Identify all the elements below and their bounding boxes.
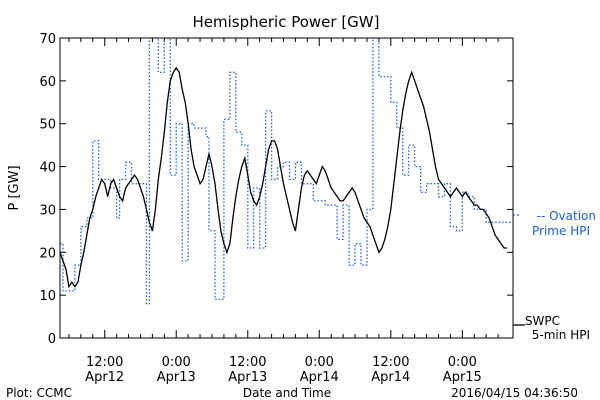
x-tick-date-label: Apr15 xyxy=(443,370,482,385)
swpc-hpi-line xyxy=(60,66,507,289)
ovation-legend-label-2: Prime HPI xyxy=(532,224,590,238)
x-tick-time-label: 0:00 xyxy=(305,355,334,370)
x-tick-date-label: Apr13 xyxy=(228,370,267,385)
y-axis-ticks: 0 10 20 30 40 50 60 70 xyxy=(39,32,513,347)
plot-timestamp: 2016/04/15 04:36:50 xyxy=(451,386,578,400)
x-tick-date-label: Apr13 xyxy=(157,370,196,385)
y-axis-label: P [GW] xyxy=(7,165,22,210)
x-tick-time-label: 12:00 xyxy=(86,355,123,370)
y-tick-label: 20 xyxy=(39,246,56,261)
x-tick-date-label: Apr14 xyxy=(300,370,339,385)
y-tick-label: 70 xyxy=(39,32,56,47)
x-tick-time-label: 12:00 xyxy=(229,355,266,370)
y-tick-label: 10 xyxy=(39,289,56,304)
plot-frame xyxy=(59,37,514,339)
x-tick-time-label: 12:00 xyxy=(372,355,409,370)
y-tick-label: 50 xyxy=(39,118,56,133)
swpc-legend-label: SWPC xyxy=(525,314,560,328)
x-axis-label: Date and Time xyxy=(243,386,331,400)
chart-title: Hemispheric Power [GW] xyxy=(193,13,380,31)
y-tick-label: 0 xyxy=(48,332,56,347)
ovation-prime-hpi-line xyxy=(60,38,513,305)
x-tick-time-label: 0:00 xyxy=(162,355,191,370)
ovation-legend-label: -- Ovation xyxy=(537,209,596,223)
plot-credit: Plot: CCMC xyxy=(6,386,72,400)
x-tick-date-label: Apr12 xyxy=(85,370,124,385)
y-tick-label: 60 xyxy=(39,75,56,90)
swpc-legend-label-2: 5-min HPI xyxy=(532,328,590,342)
y-tick-label: 30 xyxy=(39,203,56,218)
plot-area xyxy=(60,38,513,305)
x-axis-ticks: 12:00Apr120:00Apr1312:00Apr130:00Apr1412… xyxy=(68,38,499,385)
x-tick-date-label: Apr14 xyxy=(371,370,410,385)
x-tick-time-label: 0:00 xyxy=(448,355,477,370)
y-tick-label: 40 xyxy=(39,161,56,176)
